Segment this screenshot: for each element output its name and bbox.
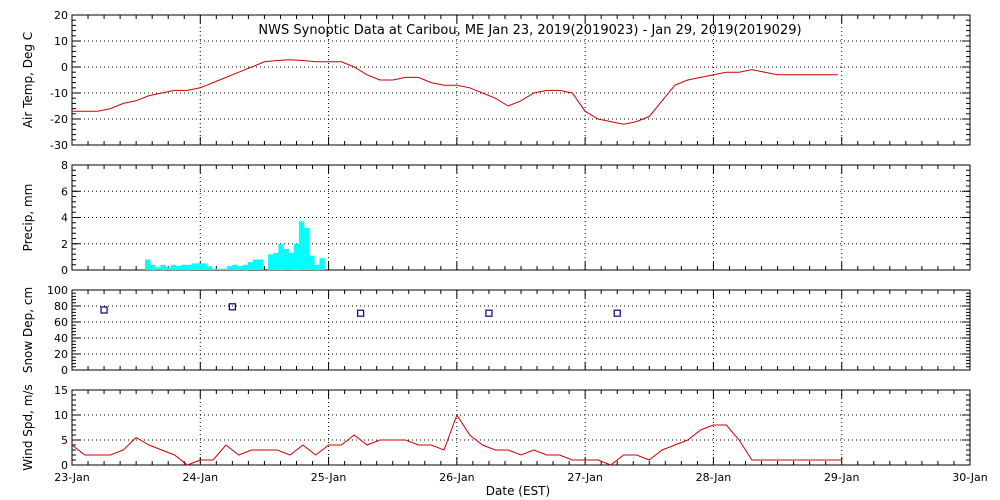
air-temp-y-tick-label: 0 [61,61,68,74]
precip-bar [278,243,284,271]
air-temp-y-tick-label: -30 [50,139,68,152]
precip-panel: 8 6 4 2 0 Precip, mm [21,159,971,277]
precip-bar [319,258,325,270]
snow-depth-y-axis-title: Snow Dep, cm [21,287,35,373]
precip-bar [227,266,233,270]
wind-speed-y-axis-title: Wind Spd, m/s [21,384,35,470]
precip-bar [273,252,279,270]
snow-depth-panel: 100 80 60 40 20 0 Snow Dep, cm [21,284,971,377]
snow-depth-y-tick-label: 100 [47,284,68,297]
air-temp-y-tick-label: -10 [50,87,68,100]
x-tick-label: 27-Jan [567,471,603,484]
precip-bar [283,249,289,270]
precip-bar [237,266,243,270]
snow-depth-point [357,309,365,317]
x-tick-label: 25-Jan [311,471,347,484]
precip-bar [196,263,202,270]
precip-y-tick-label: 4 [61,212,68,225]
x-tick-label: 29-Jan [824,471,860,484]
precip-bar [206,266,212,270]
air-temp-y-tick-label: 20 [54,9,68,22]
precip-bar [211,268,218,270]
wind-speed-panel: 15 10 5 0 Wind Spd, m/s [21,384,971,472]
precip-bar [222,268,228,270]
snow-depth-y-tick-label: 80 [54,300,68,313]
x-tick-label: 26-Jan [439,471,475,484]
precip-bar [180,264,187,271]
precip-y-tick-label: 0 [61,264,68,277]
air-temp-y-tick-label: 10 [54,35,68,48]
precip-bar [155,267,161,270]
precip-bar [191,263,197,270]
precip-bar [247,262,253,270]
precip-bar [298,221,305,270]
snow-depth-y-tick-label: 40 [54,332,68,345]
precip-bar [165,267,171,270]
precip-bar [304,228,310,270]
precip-bar [232,264,238,271]
snow-depth-point [100,306,108,314]
x-tick-label: 30-Jan [952,471,988,484]
snow-depth-point [228,303,236,311]
precip-bar [293,243,300,271]
precip-bar [268,254,274,271]
wind-speed-y-tick-label: 0 [61,459,68,472]
wind-speed-y-tick-label: 15 [54,384,68,397]
precip-bar [201,263,207,270]
air-temp-y-axis-title: Air Temp, Deg C [21,32,35,128]
precip-bar [314,264,320,271]
precip-bar [170,264,177,271]
air-temp-panel: 20 10 0 -10 -20 -30 Air Temp, Deg C [21,9,971,152]
snow-depth-y-tick-label: 20 [54,348,68,361]
precip-y-tick-label: 2 [61,238,68,251]
precip-bar [186,264,192,271]
x-tick-label: 28-Jan [696,471,732,484]
snow-depth-point [613,309,621,317]
x-tick-label: 23-Jan [54,471,90,484]
precip-y-tick-label: 6 [61,185,68,198]
precip-bar [309,255,315,270]
wind-speed-y-tick-label: 5 [61,434,68,447]
precip-bar [160,264,166,271]
snow-depth-y-tick-label: 60 [54,316,68,329]
precip-bar [216,268,223,270]
snow-depth-y-tick-label: 0 [61,364,68,377]
precip-bar [150,264,156,271]
x-tick-label: 24-Jan [183,471,219,484]
precip-bar [175,266,182,270]
precip-bar [257,259,264,270]
wind-speed-y-tick-label: 10 [54,409,68,422]
air-temp-y-tick-label: -20 [50,113,68,126]
wind-speed-series-line [71,413,842,466]
precip-bar [242,264,248,271]
precip-bar [288,252,295,270]
precip-y-tick-label: 8 [61,159,68,172]
snow-depth-point [485,309,493,317]
precip-bar [145,259,151,270]
precip-bar [252,259,259,270]
precip-y-axis-title: Precip, mm [21,184,35,252]
x-axis-title: Date (EST) [486,484,550,498]
air-temp-series-line [72,59,838,125]
chart-title: NWS Synoptic Data at Caribou, ME Jan 23,… [258,23,801,38]
